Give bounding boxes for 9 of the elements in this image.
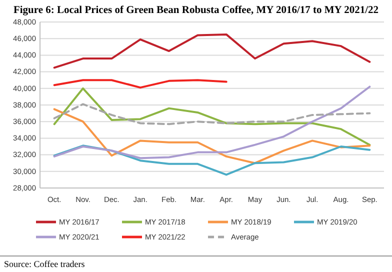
source-note: Source: Coffee traders	[4, 259, 86, 269]
line-series	[53, 87, 371, 146]
line-series	[53, 144, 371, 176]
line-series	[53, 79, 228, 89]
chart-title: Figure 6: Local Prices of Green Bean Robusta Coffee, MY 2016/17 to MY 2021/22	[13, 5, 379, 16]
line-series	[53, 86, 371, 160]
line-series	[53, 108, 371, 164]
line-series	[53, 33, 371, 69]
line-series	[53, 103, 371, 126]
